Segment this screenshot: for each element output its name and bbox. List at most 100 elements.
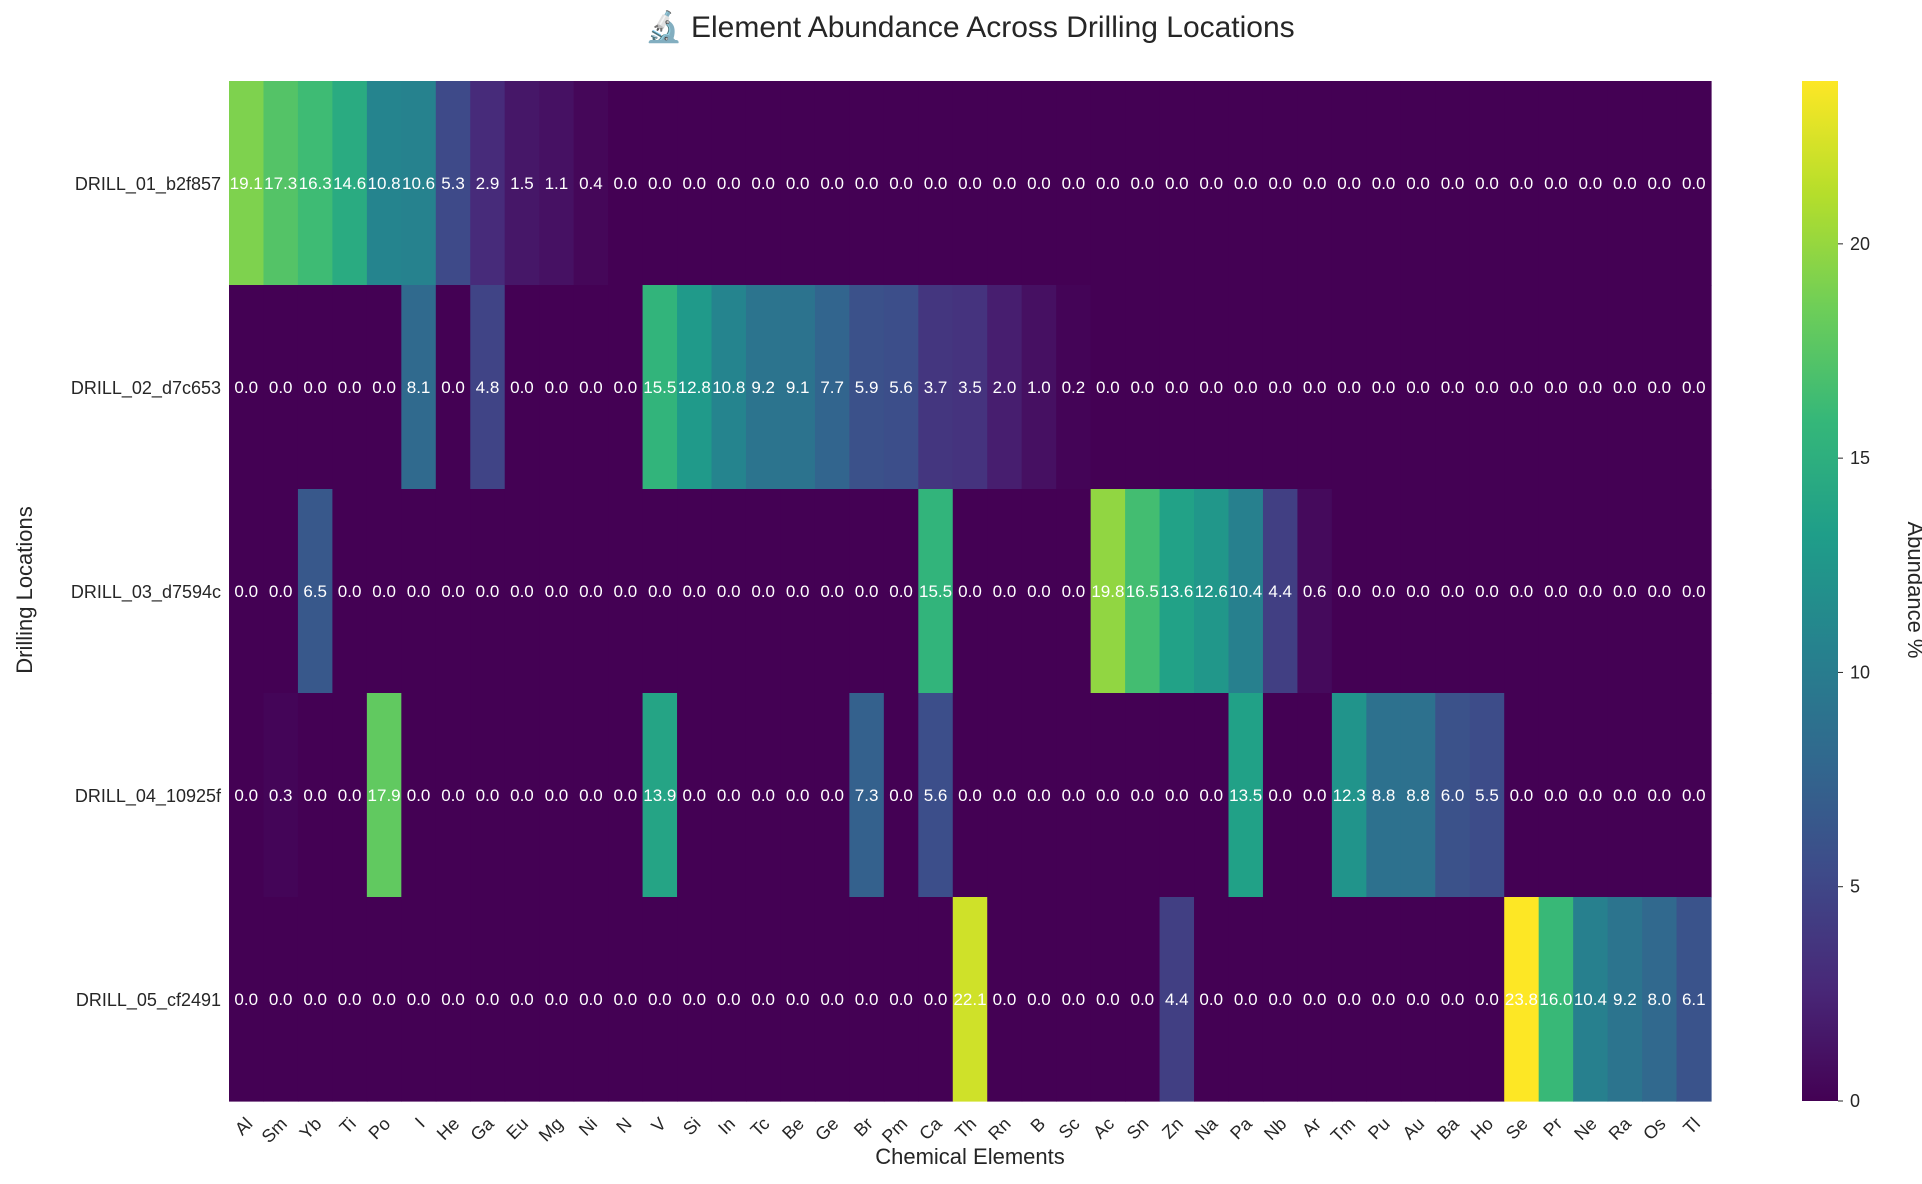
- heatmap-cell: [1159, 285, 1195, 490]
- heatmap-cell: [366, 489, 402, 694]
- heatmap-cell: [1228, 693, 1264, 898]
- heatmap-cell: [263, 897, 299, 1102]
- cell-value-label: 0.0: [441, 786, 465, 805]
- heatmap-cell: [470, 693, 506, 898]
- heatmap-cell: [814, 693, 850, 898]
- heatmap-cell: [1021, 693, 1057, 898]
- heatmap-cell: [1297, 285, 1333, 490]
- cell-value-label: 4.4: [1165, 990, 1189, 1009]
- x-tick-label: In: [714, 1114, 739, 1139]
- x-tick-label: Ba: [1433, 1113, 1463, 1143]
- heatmap-cell: [1469, 285, 1505, 490]
- colorbar-tick-label: 15: [1850, 448, 1870, 468]
- heatmap-cell: [1676, 897, 1712, 1102]
- heatmap-cell: [1504, 693, 1540, 898]
- heatmap-cell: [642, 693, 678, 898]
- cell-value-label: 0.0: [1234, 378, 1258, 397]
- cell-value-label: 0.0: [1096, 786, 1120, 805]
- heatmap-cell: [435, 489, 471, 694]
- cell-value-label: 0.0: [717, 786, 741, 805]
- heatmap-cell: [642, 897, 678, 1102]
- x-tick-label: Be: [778, 1114, 808, 1144]
- heatmap-cell: [1125, 897, 1161, 1102]
- x-tick-label: He: [433, 1114, 463, 1144]
- cell-value-label: 0.0: [441, 582, 465, 601]
- colorbar-tick-label: 5: [1850, 877, 1860, 897]
- heatmap-cell: [1090, 897, 1126, 1102]
- cell-value-label: 0.0: [1475, 990, 1499, 1009]
- heatmap-cell: [539, 285, 575, 490]
- cell-value-label: 0.0: [1406, 378, 1430, 397]
- cell-value-label: 0.0: [476, 990, 500, 1009]
- cell-value-label: 0.0: [1475, 582, 1499, 601]
- heatmap-cell: [1297, 693, 1333, 898]
- heatmap-cell: [745, 489, 782, 694]
- cell-value-label: 19.8: [1091, 582, 1124, 601]
- heatmap-cell: [263, 693, 299, 898]
- cell-value-label: 0.0: [545, 990, 569, 1009]
- cell-value-label: 0.0: [545, 786, 569, 805]
- heatmap-cell: [849, 489, 885, 694]
- cell-value-label: 8.8: [1406, 786, 1430, 805]
- cell-value-label: 0.0: [1372, 378, 1396, 397]
- x-tick-label: Zn: [1158, 1114, 1187, 1143]
- heatmap-cell: [677, 81, 713, 286]
- cell-value-label: 0.0: [1199, 378, 1223, 397]
- cell-value-label: 0.0: [1199, 786, 1223, 805]
- heatmap-cell: [780, 81, 816, 286]
- heatmap-cell: [366, 81, 402, 286]
- cell-value-label: 0.0: [1510, 582, 1534, 601]
- heatmap-cell: [1262, 693, 1299, 898]
- heatmap-cell: [573, 81, 609, 286]
- cell-value-label: 0.0: [510, 378, 534, 397]
- heatmap-cell: [297, 489, 333, 694]
- heatmap-cell: [1573, 81, 1609, 286]
- x-tick-label: Th: [951, 1114, 980, 1143]
- heatmap-cell: [1297, 489, 1333, 694]
- cell-value-label: 0.0: [1337, 990, 1361, 1009]
- x-tick-label: Ga: [467, 1113, 499, 1145]
- cell-value-label: 17.9: [368, 786, 401, 805]
- cell-value-label: 0.0: [1510, 174, 1534, 193]
- cell-value-label: 0.0: [269, 582, 293, 601]
- heatmap-cell: [1538, 81, 1574, 286]
- heatmap-cell: [1228, 285, 1264, 490]
- cell-value-label: 15.5: [919, 582, 952, 601]
- heatmap-cell: [1504, 81, 1540, 286]
- heatmap-cell: [1090, 693, 1126, 898]
- cell-value-label: 10.8: [368, 174, 401, 193]
- x-tick-label: Eu: [502, 1114, 532, 1144]
- cell-value-label: 0.0: [1647, 786, 1671, 805]
- cell-value-label: 7.3: [855, 786, 879, 805]
- heatmap-cell: [1607, 693, 1643, 898]
- cell-value-label: 17.3: [264, 174, 297, 193]
- heatmap-cell: [1194, 285, 1230, 490]
- cell-value-label: 0.0: [751, 990, 775, 1009]
- cell-value-label: 0.0: [372, 990, 396, 1009]
- cell-value-label: 0.0: [820, 990, 844, 1009]
- cell-value-label: 0.0: [958, 786, 982, 805]
- heatmap-cell: [1366, 81, 1402, 286]
- heatmap-cell: [1125, 285, 1161, 490]
- heatmap-cell: [1125, 81, 1161, 286]
- heatmap-cell: [1435, 693, 1471, 898]
- cell-value-label: 0.0: [751, 786, 775, 805]
- heatmap-cell: [918, 693, 954, 898]
- heatmap-cell: [401, 489, 437, 694]
- x-tick-label: Ni: [575, 1114, 601, 1140]
- cell-value-label: 22.1: [953, 990, 986, 1009]
- heatmap-cell: [1676, 489, 1712, 694]
- cell-value-label: 0.0: [1303, 174, 1327, 193]
- cell-value-label: 0.0: [407, 582, 431, 601]
- cell-value-label: 0.0: [1234, 174, 1258, 193]
- cell-value-label: 5.6: [889, 378, 913, 397]
- cell-value-label: 0.0: [1027, 582, 1051, 601]
- x-tick-label: Sm: [258, 1114, 291, 1147]
- heatmap-cell: [883, 897, 919, 1102]
- heatmap-cell: [883, 693, 919, 898]
- cell-value-label: 1.0: [1027, 378, 1051, 397]
- cell-value-label: 0.0: [234, 582, 258, 601]
- cell-value-label: 0.0: [303, 378, 327, 397]
- x-tick-label: Al: [231, 1114, 256, 1139]
- cell-value-label: 0.0: [1544, 582, 1568, 601]
